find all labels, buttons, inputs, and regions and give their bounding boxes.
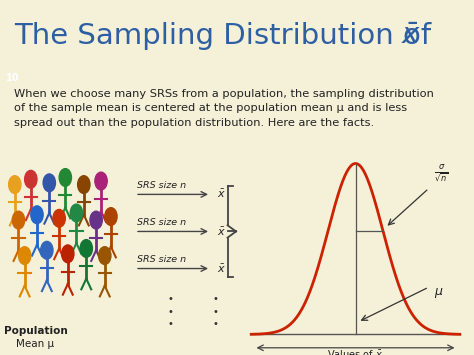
- Text: Values of $\bar{x}$: Values of $\bar{x}$: [328, 349, 383, 355]
- Text: •: •: [213, 294, 219, 304]
- Circle shape: [105, 208, 117, 225]
- Text: $\frac{\sigma}{\sqrt{n}}$: $\frac{\sigma}{\sqrt{n}}$: [434, 164, 448, 184]
- Text: •: •: [213, 319, 219, 329]
- Text: SRS size n: SRS size n: [137, 255, 187, 264]
- Circle shape: [62, 245, 74, 263]
- Circle shape: [95, 172, 107, 190]
- Circle shape: [43, 174, 55, 192]
- Text: $\bar{x}$: $\bar{x}$: [217, 262, 226, 275]
- Circle shape: [59, 169, 72, 186]
- Text: $\bar{x}$: $\bar{x}$: [217, 225, 226, 237]
- Text: •: •: [168, 294, 173, 304]
- Circle shape: [70, 204, 82, 222]
- Circle shape: [18, 247, 31, 264]
- Text: SRS size n: SRS size n: [137, 181, 187, 190]
- Circle shape: [12, 211, 25, 229]
- Text: $\mu$: $\mu$: [434, 286, 443, 300]
- Circle shape: [25, 170, 37, 188]
- Text: The Sampling Distribution of: The Sampling Distribution of: [14, 22, 441, 49]
- Text: •: •: [213, 307, 219, 317]
- Circle shape: [78, 176, 90, 193]
- Circle shape: [53, 209, 65, 227]
- Text: Population: Population: [4, 326, 67, 337]
- Circle shape: [41, 241, 53, 259]
- Circle shape: [9, 176, 21, 193]
- Text: •: •: [168, 307, 173, 317]
- Circle shape: [90, 211, 102, 229]
- Circle shape: [80, 240, 92, 257]
- Text: Mean μ: Mean μ: [17, 339, 55, 349]
- Text: •: •: [168, 319, 173, 329]
- Circle shape: [99, 247, 111, 264]
- Circle shape: [31, 206, 43, 224]
- Text: 10: 10: [6, 72, 19, 83]
- Text: When we choose many SRSs from a population, the sampling distribution
of the sam: When we choose many SRSs from a populati…: [14, 89, 434, 127]
- Text: $\bar{x}$: $\bar{x}$: [217, 188, 226, 201]
- Text: $\bar{x}$: $\bar{x}$: [401, 22, 421, 49]
- Text: SRS size n: SRS size n: [137, 218, 187, 227]
